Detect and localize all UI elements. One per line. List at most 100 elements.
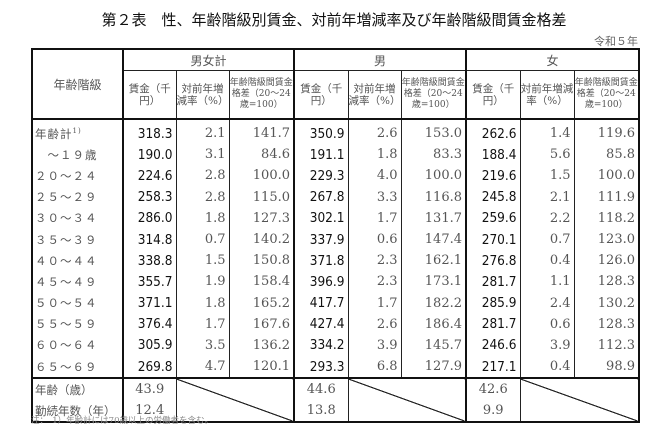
gap-cell: 167.6 xyxy=(228,313,294,335)
change-cell: 2.6 xyxy=(347,313,401,335)
change-cell: 1.7 xyxy=(347,292,401,314)
change-cell: 1.8 xyxy=(175,292,229,314)
wage-cell: 334.2 xyxy=(293,334,348,357)
gap-cell: 182.2 xyxy=(400,292,466,314)
change-cell: 2.1 xyxy=(175,119,229,145)
row-label: ～１９歳 xyxy=(32,144,123,165)
footer-row: 年齢（歳） 43.9 44.6 42.6 xyxy=(32,377,639,423)
gap-cell: 150.8 xyxy=(228,250,294,272)
header-age-class: 年齢階級 xyxy=(32,49,123,120)
wage-cell: 188.4 xyxy=(465,144,520,166)
wage-cell: 355.7 xyxy=(122,271,176,293)
header-male-change: 対前年増減率（%） xyxy=(347,70,401,120)
change-cell: 5.6 xyxy=(519,144,574,166)
row-label-text: ６０～６４ xyxy=(35,338,98,353)
wage-cell: 286.0 xyxy=(122,207,176,229)
footer-row: 勤続年数（年） 12.4 13.8 9.9 xyxy=(32,400,639,423)
footer-row-label: 勤続年数（年） xyxy=(35,403,116,418)
gap-cell: 145.7 xyxy=(400,334,466,357)
row-label: ５５～５９ xyxy=(32,314,123,335)
gap-cell: 186.4 xyxy=(400,313,466,335)
header-female-change: 対前年増減率（%） xyxy=(519,70,574,120)
diagonal-empty-cell xyxy=(347,377,466,423)
wage-cell: 281.7 xyxy=(465,271,520,293)
change-cell: 2.1 xyxy=(519,186,574,208)
wage-cell: 217.1 xyxy=(465,356,520,379)
gap-cell: 119.6 xyxy=(573,119,639,145)
change-cell: 2.3 xyxy=(347,271,401,293)
change-cell: 1.8 xyxy=(347,144,401,166)
footer-value-cell: 12.4 xyxy=(122,400,176,423)
change-cell: 6.8 xyxy=(347,356,401,379)
header-male-gap: 年齢階級間賃金格差（20～24歳=100） xyxy=(400,70,466,120)
table-row: ～１９歳 190.0 3.1 84.6 191.1 1.8 83.3 188.4 5.6 85.8 xyxy=(32,144,639,166)
table-row: ５０～５４ 371.1 1.8 165.2 417.7 1.7 182.2 285.9 2.4 1… xyxy=(32,292,639,314)
change-cell: 0.7 xyxy=(519,228,574,251)
row-label: ４０～４４ xyxy=(32,250,123,271)
header-total-change: 対前年増減率（%） xyxy=(175,70,229,120)
wage-cell: 281.7 xyxy=(465,313,520,335)
wage-cell: 350.9 xyxy=(293,119,348,145)
gap-cell: 158.4 xyxy=(228,271,294,293)
header-group-female: 女 xyxy=(465,49,639,71)
change-cell: 1.9 xyxy=(175,271,229,293)
wage-cell: 219.6 xyxy=(465,165,520,187)
row-label: 年齢計1) xyxy=(32,119,123,144)
wage-cell: 371.1 xyxy=(122,292,176,314)
table-row: ４０～４４ 338.8 1.5 150.8 371.8 2.3 162.1 276.8 0.4 1… xyxy=(32,250,639,272)
gap-cell: 126.0 xyxy=(573,250,639,272)
change-cell: 4.7 xyxy=(175,356,229,379)
wage-cell: 245.8 xyxy=(465,186,520,208)
table-title: 第２表 性、年齢階級別賃金、対前年増減率及び年齢階級間賃金格差 xyxy=(101,11,567,29)
row-label-text: ４０～４４ xyxy=(35,253,98,268)
row-label-text: 年齢計 xyxy=(35,126,73,141)
gap-cell: 118.2 xyxy=(573,207,639,229)
header-female-gap: 年齢階級間賃金格差（20～24歳=100） xyxy=(573,70,639,120)
change-cell: 3.1 xyxy=(175,144,229,166)
gap-cell: 131.7 xyxy=(400,207,466,229)
gap-cell: 136.2 xyxy=(228,334,294,357)
footer-value-cell: 13.8 xyxy=(293,400,348,423)
row-label-text: ３５～３９ xyxy=(35,232,98,247)
header-male-wage: 賃金（千円） xyxy=(293,70,348,120)
gap-cell: 123.0 xyxy=(573,228,639,251)
gap-cell: 83.3 xyxy=(400,144,466,166)
gap-cell: 111.9 xyxy=(573,186,639,208)
gap-cell: 100.0 xyxy=(400,165,466,187)
table-row: ３５～３９ 314.8 0.7 140.2 337.9 0.6 147.4 270.1 0.7 1… xyxy=(32,228,639,251)
gap-cell: 127.9 xyxy=(400,356,466,379)
change-cell: 0.4 xyxy=(519,356,574,379)
wage-cell: 191.1 xyxy=(293,144,348,166)
gap-cell: 153.0 xyxy=(400,119,466,145)
row-label-text: ５０～５４ xyxy=(35,296,98,311)
wage-cell: 269.8 xyxy=(122,356,176,379)
wage-cell: 259.6 xyxy=(465,207,520,229)
year-label: 令和５年 xyxy=(594,35,638,48)
wage-cell: 371.8 xyxy=(293,250,348,272)
change-cell: 2.8 xyxy=(175,165,229,187)
row-label: ６０～６４ xyxy=(32,335,123,356)
gap-cell: 165.2 xyxy=(228,292,294,314)
change-cell: 1.7 xyxy=(347,207,401,229)
wage-cell: 376.4 xyxy=(122,313,176,335)
wage-cell: 302.1 xyxy=(293,207,348,229)
row-label: ２０～２４ xyxy=(32,165,123,186)
wage-table: 年齢階級 男女計 男 女 賃金（千円） 対前年増減率（%） 年齢階級間賃金格差（20… xyxy=(31,48,640,424)
row-label-text: ２０～２４ xyxy=(35,168,98,183)
gap-cell: 98.9 xyxy=(573,356,639,379)
row-label: ３５～３９ xyxy=(32,229,123,250)
table-row: ６０～６４ 305.9 3.5 136.2 334.2 3.9 145.7 246.6 3.9 1… xyxy=(32,334,639,357)
table-row: 年齢計1) 318.3 2.1 141.7 350.9 2.6 153.0 262.6 1.4 1… xyxy=(32,119,639,145)
gap-cell: 147.4 xyxy=(400,228,466,251)
table-row: ２０～２４ 224.6 2.8 100.0 229.3 4.0 100.0 219.6 1.5 1… xyxy=(32,165,639,187)
change-cell: 2.4 xyxy=(519,292,574,314)
wage-cell: 224.6 xyxy=(122,165,176,187)
wage-cell: 229.3 xyxy=(293,165,348,187)
gap-cell: 173.1 xyxy=(400,271,466,293)
table-row: ４５～４９ 355.7 1.9 158.4 396.9 2.3 173.1 281.7 1.1 1… xyxy=(32,271,639,293)
footnote: 注： 1）年齢計には70歳以上の労働者を含む。 xyxy=(31,416,213,426)
gap-cell: 128.3 xyxy=(573,313,639,335)
footer-value-cell: 42.6 xyxy=(465,377,520,401)
change-cell: 2.3 xyxy=(347,250,401,272)
change-cell: 3.9 xyxy=(347,334,401,357)
